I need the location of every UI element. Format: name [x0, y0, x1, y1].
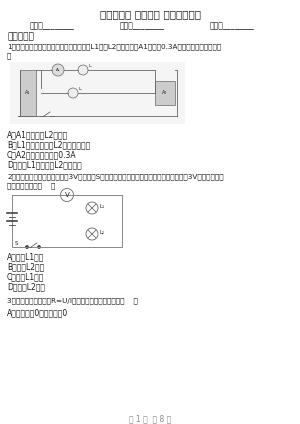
Circle shape [68, 88, 78, 98]
Bar [20, 70, 36, 116]
Text: 1．如图所示，开关闭合后，两灯均发光且L1灯比L2亮，电流表A1示数为0.3A，下列判断正确的是（: 1．如图所示，开关闭合后，两灯均发光且L1灯比L2亮，电流表A1示数为0.3A，… [7, 43, 221, 50]
Circle shape [86, 202, 98, 214]
Circle shape [26, 246, 28, 248]
Text: V: V [64, 192, 69, 198]
Text: L₁: L₁ [89, 64, 93, 68]
Text: L₂: L₂ [100, 229, 105, 234]
Bar [10, 62, 185, 124]
Text: A₁: A₁ [26, 90, 31, 95]
Text: 成绩：________: 成绩：________ [210, 21, 255, 30]
Text: S: S [15, 241, 19, 246]
Text: A．当电压为0时，电阻为0: A．当电压为0时，电阻为0 [7, 308, 68, 317]
Text: 象的原因可能是（    ）: 象的原因可能是（ ） [7, 182, 56, 189]
Text: 3．从欧姆定律得导体R=U/I，下列说法符合题意的是（    ）: 3．从欧姆定律得导体R=U/I，下列说法符合题意的是（ ） [7, 297, 138, 304]
Text: 班级：________: 班级：________ [120, 21, 165, 30]
Bar [155, 81, 175, 105]
Text: 九年级物理 第十一章 简单电路试题: 九年级物理 第十一章 简单电路试题 [100, 9, 200, 19]
Text: A．灯泡L1短路: A．灯泡L1短路 [7, 252, 44, 261]
Circle shape [86, 228, 98, 240]
Text: A₁: A₁ [56, 68, 60, 72]
Text: B．L1两端的电压比L2两端的电压大: B．L1两端的电压比L2两端的电压大 [7, 140, 90, 149]
Text: 一、单选题: 一、单选题 [7, 32, 34, 41]
Text: 第 1 页  共 8 页: 第 1 页 共 8 页 [129, 414, 171, 423]
Text: L₁: L₁ [100, 204, 105, 209]
Text: D．通过L1的电流比L2的电流小: D．通过L1的电流比L2的电流小 [7, 160, 82, 169]
Circle shape [52, 64, 64, 76]
Text: A．A1测的是灯L2的电流: A．A1测的是灯L2的电流 [7, 130, 68, 139]
Circle shape [38, 246, 40, 248]
Text: B．灯泡L2短路: B．灯泡L2短路 [7, 262, 44, 271]
Text: A₂: A₂ [162, 90, 168, 95]
Text: C．A2的示数一定大于0.3A: C．A2的示数一定大于0.3A [7, 150, 77, 159]
Text: D．灯泡L2断路: D．灯泡L2断路 [7, 282, 45, 291]
Text: L₂: L₂ [79, 87, 83, 91]
Text: C．灯泡L1断路: C．灯泡L1断路 [7, 272, 44, 281]
Circle shape [61, 189, 74, 201]
Text: 姓名：________: 姓名：________ [30, 21, 75, 30]
Circle shape [78, 65, 88, 75]
Text: 2．如图所示电路，电源电压为3V，当开关S闭合后，只有一盏灯泡发光，电压表的示数为3V，产生这一现: 2．如图所示电路，电源电压为3V，当开关S闭合后，只有一盏灯泡发光，电压表的示数… [7, 173, 224, 180]
Text: ）: ） [7, 52, 11, 59]
